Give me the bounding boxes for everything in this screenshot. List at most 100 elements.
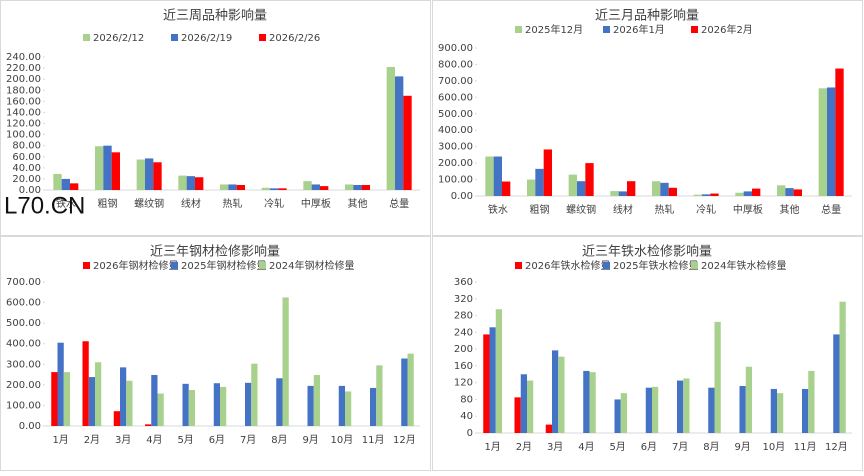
bar — [660, 182, 669, 196]
y-tick-label: 400.00 — [438, 125, 473, 136]
y-tick-label: 200 — [454, 344, 473, 355]
bar — [752, 188, 761, 196]
bar — [568, 174, 577, 196]
bar — [376, 365, 383, 426]
bar — [95, 146, 104, 190]
bar — [489, 327, 496, 433]
x-tick-label: 8月 — [703, 441, 719, 453]
bar — [668, 187, 677, 196]
legend-label: 2026/2/19 — [181, 33, 232, 44]
bar — [245, 382, 252, 426]
bar — [614, 399, 621, 433]
bar — [95, 362, 102, 426]
x-tick-label: 中厚板 — [733, 203, 763, 216]
y-tick-label: 800.00 — [438, 59, 473, 70]
bar — [251, 363, 258, 426]
bar — [535, 168, 544, 196]
bar — [63, 372, 70, 426]
y-tick-label: 100.00 — [6, 400, 41, 411]
bar — [51, 372, 58, 426]
bar — [652, 181, 661, 196]
bar — [793, 189, 802, 196]
bar — [645, 387, 652, 433]
x-tick-label: 2月 — [516, 441, 532, 453]
x-tick-label: 总量 — [821, 203, 841, 216]
bar — [495, 309, 502, 433]
bar — [835, 68, 844, 196]
chart-title: 近三周品种影响量 — [163, 8, 267, 24]
bar — [278, 188, 287, 190]
bar — [157, 393, 164, 426]
y-tick-label: 40.00 — [12, 163, 41, 174]
y-tick-label: 140.00 — [6, 107, 41, 118]
bar — [770, 388, 777, 433]
bar — [589, 372, 596, 433]
x-tick-label: 线材 — [613, 203, 633, 216]
bar — [236, 185, 245, 190]
x-tick-label: 5月 — [177, 434, 193, 446]
x-tick-label: 10月 — [331, 434, 354, 446]
bar — [833, 334, 840, 433]
bar — [543, 149, 552, 196]
legend-swatch — [83, 262, 90, 269]
bar — [186, 176, 195, 190]
bar — [401, 358, 408, 426]
bar — [220, 184, 229, 190]
bar — [777, 185, 786, 196]
y-tick-label: 500.00 — [438, 109, 473, 120]
bar — [195, 177, 204, 190]
x-tick-label: 7月 — [240, 434, 256, 446]
bar — [57, 342, 64, 426]
bar — [103, 145, 112, 190]
bar — [70, 183, 79, 190]
y-tick-label: 0 — [467, 428, 473, 439]
x-tick-label: 铁水 — [56, 197, 76, 210]
bar — [353, 185, 362, 190]
y-tick-label: 160 — [454, 361, 473, 372]
panel — [0, 0, 431, 236]
x-tick-label: 10月 — [763, 441, 786, 453]
chart-title: 近三年钢材检修影响量 — [150, 244, 280, 260]
x-tick-label: 1月 — [52, 434, 68, 446]
bar — [483, 334, 490, 433]
y-tick-label: 0.00 — [451, 191, 473, 202]
y-tick-label: 160.00 — [6, 96, 41, 107]
bar — [151, 374, 158, 426]
x-tick-label: 线材 — [181, 197, 201, 210]
bar — [145, 158, 154, 190]
y-tick-label: 80 — [460, 394, 473, 405]
legend-swatch — [171, 262, 178, 269]
bar — [585, 163, 594, 196]
legend-swatch — [691, 26, 698, 33]
y-tick-label: 280 — [454, 311, 473, 322]
x-tick-label: 其他 — [780, 203, 800, 216]
panel — [432, 236, 863, 471]
bar — [502, 181, 511, 196]
bar — [228, 184, 237, 190]
bar — [610, 191, 619, 196]
x-tick-label: 总量 — [389, 197, 409, 210]
bar — [111, 152, 120, 190]
bar — [618, 191, 627, 196]
y-tick-label: 700.00 — [6, 277, 41, 288]
x-tick-label: 7月 — [672, 441, 688, 453]
y-tick-label: 300.00 — [6, 359, 41, 370]
bar — [652, 386, 659, 433]
x-tick-label: 铁水 — [488, 203, 508, 216]
x-tick-label: 6月 — [209, 434, 225, 446]
chart-title: 近三月品种影响量 — [595, 8, 699, 24]
bar — [802, 388, 809, 433]
bar — [407, 353, 414, 426]
legend-swatch — [691, 262, 698, 269]
y-tick-label: 600.00 — [6, 298, 41, 309]
bar — [178, 175, 187, 190]
legend-swatch — [171, 34, 178, 41]
bar — [745, 366, 752, 433]
bar — [677, 380, 684, 433]
bar — [683, 378, 690, 433]
bar — [313, 374, 320, 426]
x-tick-label: 4月 — [146, 434, 162, 446]
legend-label: 2025年钢材检修量 — [181, 259, 266, 272]
